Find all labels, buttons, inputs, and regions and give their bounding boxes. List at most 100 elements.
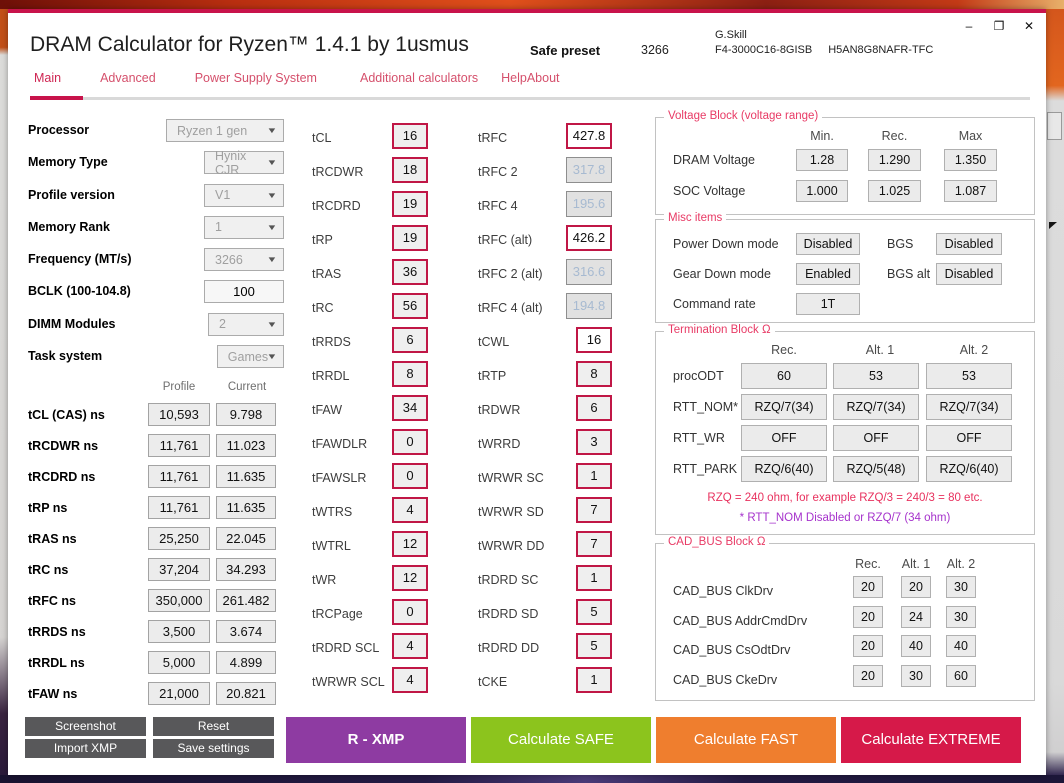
config-field-control[interactable]: V1 ▼ <box>204 183 284 207</box>
close-icon[interactable]: ✕ <box>1023 19 1035 33</box>
tab-item[interactable]: Additional calculators <box>359 71 479 85</box>
cad-bus-alt2-value[interactable]: 60 <box>946 664 976 687</box>
voltage-rec-value[interactable]: 1.025 <box>868 180 921 202</box>
cad-bus-rec-value[interactable]: 20 <box>853 635 883 657</box>
timing-value-input[interactable]: 56 <box>392 293 428 319</box>
termination-alt2-value[interactable]: RZQ/7(34) <box>926 394 1012 420</box>
termination-rec-value[interactable]: RZQ/7(34) <box>741 394 827 420</box>
voltage-min-value[interactable]: 1.28 <box>796 149 848 171</box>
termination-rec-value[interactable]: RZQ/6(40) <box>741 456 827 482</box>
screenshot-button[interactable]: Screenshot <box>25 717 146 736</box>
calculate-fast-button[interactable]: Calculate FAST <box>656 717 836 763</box>
timing-value-input[interactable]: 5 <box>576 599 612 625</box>
ns-current-value[interactable]: 20.821 <box>216 682 276 705</box>
calculate-safe-button[interactable]: Calculate SAFE <box>471 717 651 763</box>
ns-profile-value[interactable]: 5,000 <box>148 651 210 674</box>
timing-value-input[interactable]: 16 <box>576 327 612 353</box>
ns-current-value[interactable]: 4.899 <box>216 651 276 674</box>
maximize-icon[interactable]: ❐ <box>993 19 1005 33</box>
timing-value-input[interactable]: 4 <box>392 633 428 659</box>
ns-profile-value[interactable]: 37,204 <box>148 558 210 581</box>
calculate-extreme-button[interactable]: Calculate EXTREME <box>841 717 1021 763</box>
timing-value-input[interactable]: 427.8 <box>566 123 612 149</box>
cad-bus-rec-value[interactable]: 20 <box>853 605 883 628</box>
timing-value-input[interactable]: 12 <box>392 565 428 591</box>
timing-value-input[interactable]: 7 <box>576 531 612 557</box>
timing-value-input[interactable]: 36 <box>392 259 428 285</box>
cad-bus-alt2-value[interactable]: 40 <box>946 635 976 657</box>
misc-value[interactable]: 1T <box>796 293 860 315</box>
timing-value-input[interactable]: 5 <box>576 633 612 659</box>
timing-value-input[interactable]: 6 <box>392 327 428 353</box>
timing-value-input[interactable]: 4 <box>392 497 428 523</box>
termination-alt1-value[interactable]: RZQ/7(34) <box>833 394 919 420</box>
termination-alt1-value[interactable]: OFF <box>833 425 919 451</box>
reset-button[interactable]: Reset <box>153 717 274 736</box>
save-settings-button[interactable]: Save settings <box>153 739 274 758</box>
termination-alt2-value[interactable]: 53 <box>926 363 1012 389</box>
timing-value-input[interactable]: 426.2 <box>566 225 612 251</box>
timing-value-input[interactable]: 3 <box>576 429 612 455</box>
timing-value-input[interactable]: 4 <box>392 667 428 693</box>
tab-item[interactable]: Advanced <box>100 71 156 85</box>
r-xmp-button[interactable]: R - XMP <box>286 717 466 763</box>
timing-value-input[interactable]: 0 <box>392 463 428 489</box>
timing-value-input[interactable]: 19 <box>392 225 428 251</box>
config-field-control[interactable]: 100 ▼ <box>204 280 284 304</box>
misc-value-2[interactable]: Disabled <box>936 233 1002 255</box>
config-field-control[interactable]: Ryzen 1 gen ▼ <box>166 119 284 142</box>
import-xmp-button[interactable]: Import XMP <box>25 739 146 758</box>
voltage-max-value[interactable]: 1.087 <box>944 180 997 202</box>
tab-item[interactable]: Power Supply System <box>194 71 317 85</box>
timing-value-input[interactable]: 18 <box>392 157 428 183</box>
cad-bus-alt2-value[interactable]: 30 <box>946 605 976 628</box>
timing-value-input[interactable]: 1 <box>576 463 612 489</box>
timing-value-input[interactable]: 195.6 <box>566 191 612 217</box>
timing-value-input[interactable]: 12 <box>392 531 428 557</box>
timing-value-input[interactable]: 0 <box>392 599 428 625</box>
voltage-min-value[interactable]: 1.000 <box>796 180 848 202</box>
timing-value-input[interactable]: 1 <box>576 667 612 693</box>
tab-item[interactable]: Help <box>501 71 527 85</box>
voltage-max-value[interactable]: 1.350 <box>944 149 997 171</box>
cad-bus-alt1-value[interactable]: 40 <box>901 635 931 657</box>
config-field-control[interactable]: 1 ▼ <box>204 215 284 239</box>
timing-value-input[interactable]: 316.6 <box>566 259 612 285</box>
ns-current-value[interactable]: 3.674 <box>216 620 276 643</box>
timing-value-input[interactable]: 1 <box>576 565 612 591</box>
timing-value-input[interactable]: 317.8 <box>566 157 612 183</box>
timing-value-input[interactable]: 16 <box>392 123 428 149</box>
termination-alt2-value[interactable]: OFF <box>926 425 1012 451</box>
ns-profile-value[interactable]: 11,761 <box>148 465 210 488</box>
minimize-icon[interactable]: – <box>965 19 973 33</box>
termination-rec-value[interactable]: OFF <box>741 425 827 451</box>
tab-item[interactable]: About <box>526 71 560 85</box>
ns-profile-value[interactable]: 21,000 <box>148 682 210 705</box>
config-field-control[interactable]: 2 ▼ <box>208 312 284 336</box>
ns-current-value[interactable]: 11.023 <box>216 434 276 457</box>
ns-current-value[interactable]: 9.798 <box>216 403 276 426</box>
timing-value-input[interactable]: 194.8 <box>566 293 612 319</box>
misc-value-2[interactable]: Disabled <box>936 263 1002 285</box>
cad-bus-alt1-value[interactable]: 24 <box>901 605 931 628</box>
ns-profile-value[interactable]: 11,761 <box>148 496 210 519</box>
ns-current-value[interactable]: 261.482 <box>216 589 276 612</box>
termination-alt1-value[interactable]: 53 <box>833 363 919 389</box>
timing-value-input[interactable]: 8 <box>392 361 428 387</box>
termination-alt1-value[interactable]: RZQ/5(48) <box>833 456 919 482</box>
timing-value-input[interactable]: 34 <box>392 395 428 421</box>
misc-value[interactable]: Enabled <box>796 263 860 285</box>
timing-value-input[interactable]: 6 <box>576 395 612 421</box>
cad-bus-rec-value[interactable]: 20 <box>853 664 883 687</box>
ns-profile-value[interactable]: 10,593 <box>148 403 210 426</box>
cad-bus-alt1-value[interactable]: 30 <box>901 664 931 687</box>
timing-value-input[interactable]: 7 <box>576 497 612 523</box>
ns-current-value[interactable]: 11.635 <box>216 496 276 519</box>
timing-value-input[interactable]: 0 <box>392 429 428 455</box>
config-field-control[interactable]: Games ▼ <box>216 345 284 369</box>
config-field-control[interactable]: Hynix CJR ▼ <box>204 149 284 177</box>
cad-bus-alt1-value[interactable]: 20 <box>901 576 931 598</box>
termination-rec-value[interactable]: 60 <box>741 363 827 389</box>
ns-current-value[interactable]: 11.635 <box>216 465 276 488</box>
termination-alt2-value[interactable]: RZQ/6(40) <box>926 456 1012 482</box>
